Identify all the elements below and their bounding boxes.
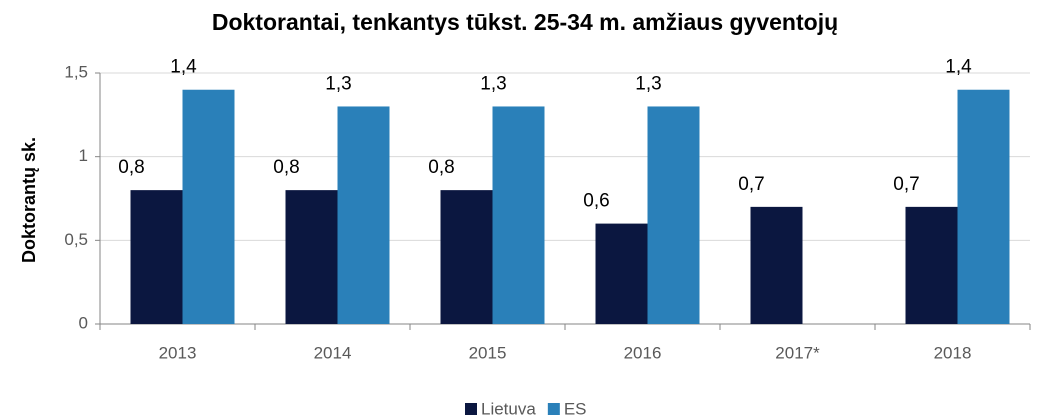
x-tick-label: 2017* bbox=[775, 343, 820, 362]
bar bbox=[750, 206, 803, 324]
y-axis-label: Doktorantų sk. bbox=[19, 137, 39, 263]
bar bbox=[182, 89, 235, 324]
legend-swatch bbox=[465, 403, 477, 415]
bar bbox=[647, 106, 700, 324]
value-label: 0,7 bbox=[893, 174, 919, 195]
legend-label: Lietuva bbox=[481, 399, 536, 418]
value-label: 0,8 bbox=[428, 157, 454, 178]
x-tick-label: 2013 bbox=[159, 343, 197, 362]
x-tick-label: 2018 bbox=[934, 343, 972, 362]
x-tick-label: 2015 bbox=[469, 343, 507, 362]
y-tick-label: 0,5 bbox=[64, 230, 88, 249]
legend-label: ES bbox=[564, 399, 587, 418]
bar bbox=[440, 190, 493, 324]
value-label: 1,4 bbox=[945, 57, 972, 78]
value-label: 0,8 bbox=[118, 157, 144, 178]
bar bbox=[905, 206, 958, 324]
x-tick-label: 2014 bbox=[314, 343, 352, 362]
y-tick-label: 1 bbox=[79, 146, 88, 165]
bar bbox=[492, 106, 545, 324]
value-label: 1,3 bbox=[480, 73, 506, 94]
y-tick-label: 1,5 bbox=[64, 62, 88, 81]
legend-swatch bbox=[547, 403, 560, 415]
bar bbox=[957, 89, 1010, 324]
value-label: 0,6 bbox=[583, 191, 609, 212]
bar bbox=[337, 106, 390, 324]
x-tick-label: 2016 bbox=[624, 343, 662, 362]
y-tick-label: 0 bbox=[79, 313, 88, 332]
bar bbox=[595, 223, 648, 324]
bar bbox=[285, 190, 338, 324]
chart-title: Doktorantai, tenkantys tūkst. 25-34 m. a… bbox=[212, 9, 838, 35]
value-label: 1,3 bbox=[635, 73, 661, 94]
value-label: 1,3 bbox=[325, 73, 351, 94]
value-label: 1,4 bbox=[170, 57, 197, 78]
value-label: 0,8 bbox=[273, 157, 299, 178]
bar bbox=[130, 190, 183, 324]
value-label: 0,7 bbox=[738, 174, 764, 195]
